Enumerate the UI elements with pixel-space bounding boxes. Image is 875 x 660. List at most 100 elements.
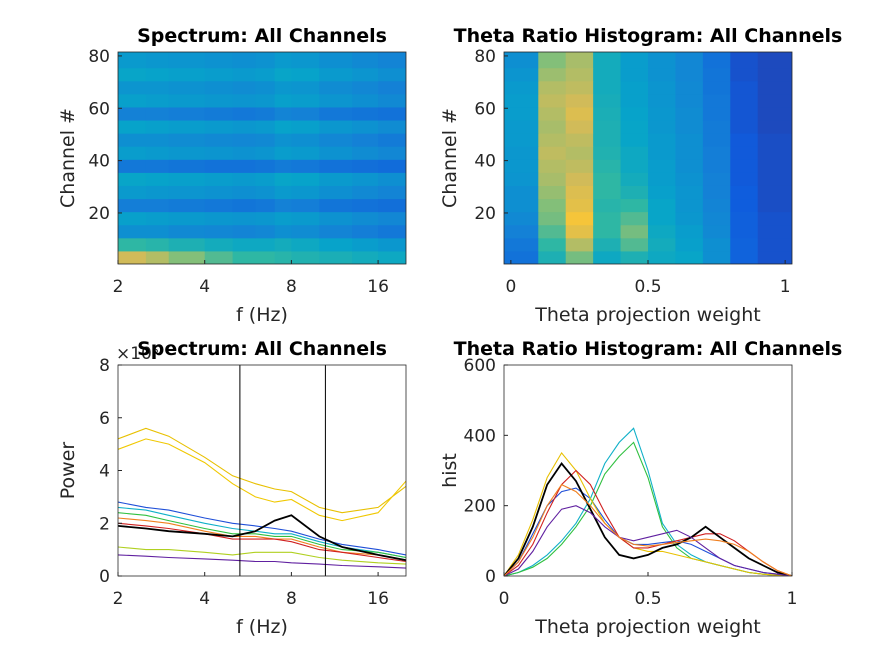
x-tick-label: 8 <box>286 277 297 297</box>
heat-cell <box>757 93 792 108</box>
heat-cell <box>319 159 353 173</box>
heat-cell <box>730 67 759 82</box>
heat-cell <box>675 106 704 121</box>
heat-cell <box>319 80 353 95</box>
heat-cell <box>118 185 147 200</box>
y-tick-label: 20 <box>88 204 110 224</box>
y-tick-label: 60 <box>474 99 496 119</box>
heat-cell <box>378 237 406 252</box>
line <box>118 554 406 569</box>
heat-cell <box>204 224 234 239</box>
y-tick-label: 600 <box>464 356 496 376</box>
y-axis-label: Power <box>57 442 79 500</box>
heat-cell <box>565 80 594 95</box>
heat-cell <box>648 67 676 82</box>
heat-cell <box>730 52 759 69</box>
heat-cell <box>255 133 276 147</box>
heat-cell <box>291 67 320 82</box>
heat-cell <box>648 80 676 95</box>
y-tick-label: 200 <box>464 497 496 517</box>
plot-area <box>504 427 792 576</box>
y-tick-label: 40 <box>88 152 110 172</box>
heat-cell <box>565 211 594 226</box>
heat-cell <box>255 146 276 160</box>
y-axis-label: Channel # <box>57 108 79 208</box>
axes: 2 4 8 16 20 40 60 80 f (Hz) Channel # Spectrum: Al… <box>57 25 407 326</box>
heat-cell <box>675 198 704 213</box>
heat-cell <box>648 52 676 69</box>
heat-cell <box>757 198 792 213</box>
heat-cell <box>352 211 379 226</box>
y-axis-label: hist <box>439 453 461 488</box>
axes-box <box>117 51 407 265</box>
heat-cell <box>702 198 731 213</box>
heat-cell <box>620 93 649 108</box>
heat-cell <box>319 224 353 239</box>
heat-cell <box>648 211 676 226</box>
axes: 0 0.5 1 20 40 60 80 Theta projection weight Chan… <box>439 25 842 326</box>
heat-cell <box>538 146 567 160</box>
x-tick-label: 0.5 <box>634 589 661 609</box>
y-tick-label: 80 <box>88 47 110 67</box>
heat-cell <box>593 159 622 173</box>
heat-cell <box>504 80 539 95</box>
heat-cell <box>538 106 567 121</box>
heat-cell <box>204 106 234 121</box>
heat-cell <box>648 93 676 108</box>
heat-cell <box>538 185 567 200</box>
heat-cell <box>620 120 649 134</box>
heat-cell <box>291 93 320 108</box>
heat-cell <box>675 93 704 108</box>
heat-cell <box>232 80 256 95</box>
line <box>504 487 792 576</box>
heat-cell <box>504 146 539 160</box>
heat-cell <box>378 172 406 186</box>
heat-cell <box>352 224 379 239</box>
heat-cell <box>757 172 792 186</box>
heat-cell <box>757 185 792 200</box>
heat-cell <box>274 250 292 264</box>
heat-cell <box>702 80 731 95</box>
heat-cell <box>204 146 234 160</box>
heat-cell <box>274 80 292 95</box>
line <box>118 514 406 562</box>
line <box>504 505 792 576</box>
heat-cell <box>648 185 676 200</box>
heat-cell <box>352 237 379 252</box>
y-tick-label: 0 <box>99 567 110 587</box>
heat-cell <box>291 237 320 252</box>
heat-cell <box>145 211 170 226</box>
heat-cell <box>319 211 353 226</box>
y-tick-label: 0 <box>485 567 496 587</box>
heat-cell <box>145 250 170 264</box>
heat-cell <box>204 133 234 147</box>
heat-cell <box>232 250 256 264</box>
heat-cell <box>232 133 256 147</box>
x-tick-label: 2 <box>113 589 124 609</box>
heat-cell <box>274 106 292 121</box>
heat-cell <box>168 106 206 121</box>
heat-cell <box>232 67 256 82</box>
heat-cell <box>620 211 649 226</box>
heat-cell <box>565 146 594 160</box>
heat-cell <box>291 172 320 186</box>
heat-cell <box>291 146 320 160</box>
x-axis-label: f (Hz) <box>236 616 288 638</box>
heat-cell <box>648 146 676 160</box>
heat-cell <box>204 237 234 252</box>
heat-cell <box>255 106 276 121</box>
heat-cell <box>118 106 147 121</box>
line <box>504 469 792 576</box>
x-tick-label: 0.5 <box>634 277 661 297</box>
heat-cell <box>730 120 759 134</box>
heat-cell <box>352 52 379 69</box>
heat-cell <box>593 224 622 239</box>
heat-cell <box>255 211 276 226</box>
heat-cell <box>319 120 353 134</box>
heat-cell <box>118 52 147 69</box>
heat-cell <box>204 198 234 213</box>
heat-cell <box>204 93 234 108</box>
heat-cell <box>274 185 292 200</box>
heat-cell <box>378 93 406 108</box>
